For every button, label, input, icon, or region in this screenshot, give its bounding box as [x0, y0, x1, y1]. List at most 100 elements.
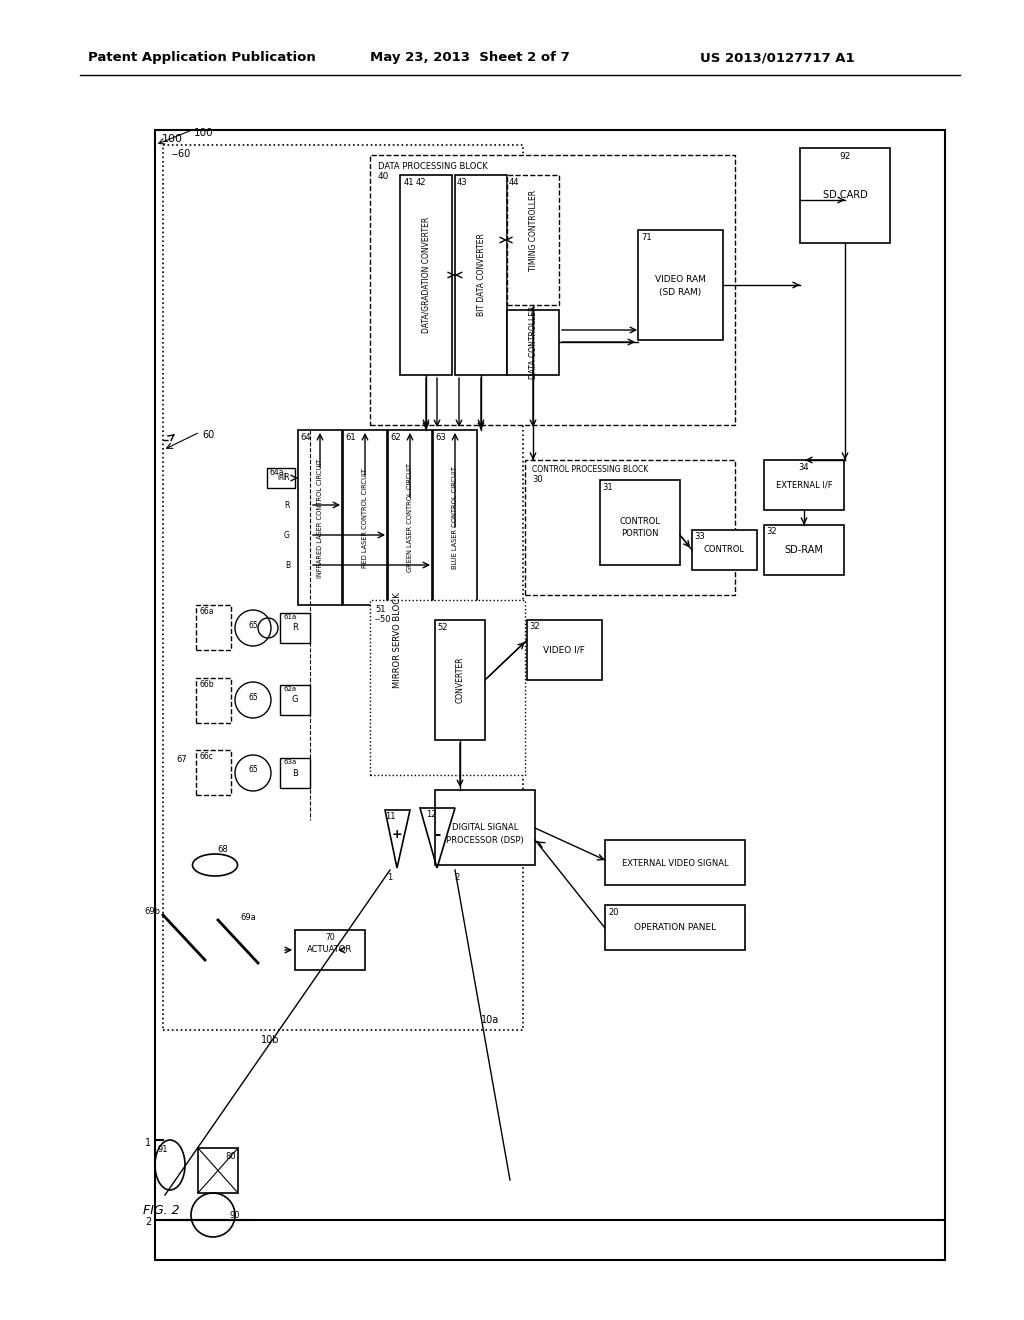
Text: 63a: 63a: [283, 759, 296, 766]
Text: SD-RAM: SD-RAM: [784, 545, 823, 554]
Text: +: +: [392, 829, 402, 842]
Text: FIG. 2: FIG. 2: [143, 1204, 179, 1217]
Bar: [433, 430, 477, 605]
Bar: [370, 601, 525, 775]
Text: B: B: [285, 561, 290, 569]
Text: 2: 2: [455, 873, 460, 882]
Bar: [507, 176, 559, 305]
Text: 70: 70: [326, 933, 335, 942]
Text: 67: 67: [176, 755, 187, 764]
Text: US 2013/0127717 A1: US 2013/0127717 A1: [700, 51, 855, 65]
Text: CONVERTER: CONVERTER: [456, 657, 465, 704]
Bar: [280, 758, 310, 788]
Bar: [605, 840, 745, 884]
Bar: [196, 750, 231, 795]
Text: 10a: 10a: [481, 1015, 499, 1026]
Text: 44: 44: [509, 178, 519, 187]
Text: VIDEO RAM: VIDEO RAM: [654, 276, 706, 285]
Text: 62: 62: [390, 433, 400, 442]
Text: R: R: [285, 500, 290, 510]
Text: B: B: [292, 768, 298, 777]
Text: 52: 52: [437, 623, 447, 632]
Bar: [527, 620, 602, 680]
Bar: [525, 459, 735, 595]
Bar: [400, 176, 452, 375]
Text: PORTION: PORTION: [622, 529, 658, 539]
Text: MIRROR SERVO BLOCK: MIRROR SERVO BLOCK: [392, 593, 401, 688]
Text: DATA CONTROLLER: DATA CONTROLLER: [528, 305, 538, 379]
Text: 32: 32: [766, 527, 776, 536]
Bar: [605, 906, 745, 950]
Text: EXTERNAL VIDEO SIGNAL: EXTERNAL VIDEO SIGNAL: [622, 858, 728, 867]
Bar: [370, 154, 735, 425]
Bar: [295, 931, 365, 970]
Text: --50: --50: [375, 615, 391, 624]
Text: Patent Application Publication: Patent Application Publication: [88, 51, 315, 65]
Text: 10b: 10b: [261, 1035, 280, 1045]
Text: 32: 32: [529, 622, 540, 631]
Text: 1: 1: [387, 873, 392, 882]
Text: 100: 100: [194, 128, 214, 139]
Text: 65: 65: [248, 620, 258, 630]
Text: May 23, 2013  Sheet 2 of 7: May 23, 2013 Sheet 2 of 7: [370, 51, 569, 65]
Text: 69b: 69b: [144, 908, 160, 916]
Text: INFRARED LASER CONTROL CIRCUIT: INFRARED LASER CONTROL CIRCUIT: [317, 458, 323, 578]
Text: DIGITAL SIGNAL: DIGITAL SIGNAL: [452, 824, 518, 833]
Bar: [435, 620, 485, 741]
Bar: [280, 612, 310, 643]
Bar: [155, 129, 945, 1261]
Text: 64: 64: [300, 433, 310, 442]
Text: 43: 43: [457, 178, 468, 187]
Text: 66b: 66b: [200, 680, 215, 689]
Bar: [764, 459, 844, 510]
Text: (SD RAM): (SD RAM): [658, 289, 701, 297]
Text: G: G: [292, 696, 298, 705]
Bar: [435, 789, 535, 865]
Text: 90: 90: [230, 1210, 241, 1220]
Bar: [507, 310, 559, 375]
Text: 61: 61: [345, 433, 355, 442]
Text: CONTROL: CONTROL: [703, 545, 744, 554]
Text: IR: IR: [278, 475, 285, 480]
Text: TIMING CONTROLLER: TIMING CONTROLLER: [528, 190, 538, 271]
Text: 51: 51: [375, 605, 385, 614]
Bar: [455, 176, 507, 375]
Text: R: R: [292, 623, 298, 632]
Text: CONTROL PROCESSING BLOCK: CONTROL PROCESSING BLOCK: [532, 465, 648, 474]
Text: 80: 80: [225, 1152, 236, 1162]
Bar: [388, 430, 432, 605]
Text: 69a: 69a: [240, 912, 256, 921]
Text: 63: 63: [435, 433, 445, 442]
Bar: [298, 430, 342, 605]
Bar: [196, 678, 231, 723]
Bar: [196, 605, 231, 649]
Text: 60: 60: [202, 430, 214, 440]
Text: SD CARD: SD CARD: [822, 190, 867, 201]
Text: 30: 30: [532, 475, 543, 484]
Text: 92: 92: [840, 152, 851, 161]
Bar: [198, 1148, 238, 1193]
Bar: [163, 145, 523, 1030]
Text: IR: IR: [283, 474, 290, 483]
Text: VIDEO I/F: VIDEO I/F: [543, 645, 585, 655]
Text: 1: 1: [144, 1138, 151, 1148]
Text: 31: 31: [602, 483, 612, 492]
Text: --60: --60: [172, 149, 191, 158]
Bar: [600, 480, 680, 565]
Text: 68: 68: [217, 846, 227, 854]
Text: ACTUATOR: ACTUATOR: [307, 945, 352, 954]
Text: 41: 41: [404, 178, 415, 187]
Text: 20: 20: [608, 908, 618, 917]
Text: BIT DATA CONVERTER: BIT DATA CONVERTER: [476, 234, 485, 317]
Text: CONTROL: CONTROL: [620, 517, 660, 527]
Text: 2: 2: [144, 1217, 151, 1228]
Bar: [280, 685, 310, 715]
Bar: [267, 469, 295, 488]
Text: EXTERNAL I/F: EXTERNAL I/F: [776, 480, 833, 490]
Text: 62a: 62a: [283, 686, 296, 692]
Text: 91: 91: [158, 1146, 169, 1155]
Text: 71: 71: [641, 234, 651, 242]
Bar: [692, 531, 757, 570]
Text: 40: 40: [378, 172, 389, 181]
Text: 12: 12: [426, 810, 436, 818]
